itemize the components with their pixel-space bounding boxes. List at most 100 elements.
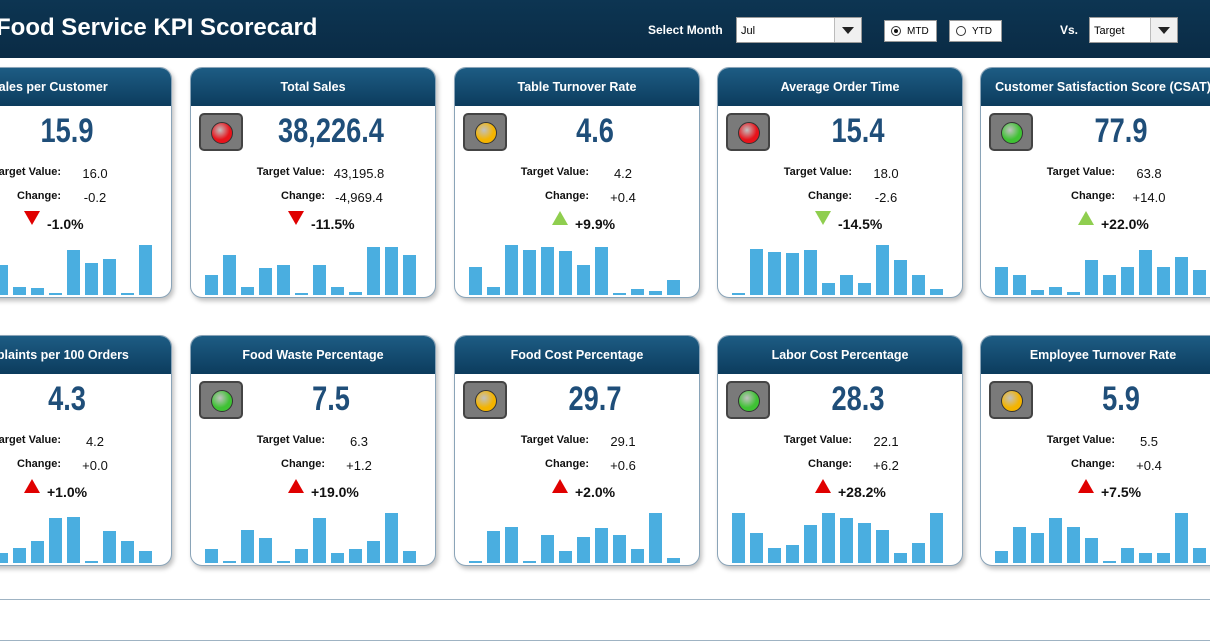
bar [541, 247, 554, 295]
bar [786, 545, 799, 563]
change-value: -2.6 [874, 190, 898, 205]
bar [732, 293, 745, 295]
bar [541, 535, 554, 563]
dropdown-button[interactable] [834, 18, 861, 42]
change-label: Change: [1071, 190, 1115, 202]
change-percent: -1.0% [47, 216, 84, 232]
bar [85, 263, 98, 295]
bar [403, 255, 416, 295]
kpi-card: Food Waste Percentage 7.5 Target Value: 6.3… [190, 335, 436, 566]
kpi-card: Table Turnover Rate 4.6 Target Value: 4.2 Ch… [454, 67, 700, 298]
trend-arrow [815, 211, 831, 225]
card-title: Employee Turnover Rate [981, 336, 1210, 374]
bar [1031, 533, 1044, 563]
target-label: Target Value: [256, 434, 325, 446]
change-label: Change: [17, 458, 61, 470]
kpi-value: 4.3 [48, 380, 86, 418]
trend-arrow [1078, 479, 1094, 493]
change-value: -0.2 [83, 190, 107, 205]
bar [595, 247, 608, 295]
bar [0, 553, 8, 563]
bar [349, 292, 362, 295]
bar [385, 513, 398, 563]
target-value: 16.0 [82, 166, 108, 181]
change-value: +0.4 [1136, 458, 1162, 473]
trend-arrow [552, 479, 568, 493]
bar [894, 260, 907, 295]
month-value: Jul [741, 25, 756, 37]
target-label: Target Value: [1046, 434, 1115, 446]
ytd-radio[interactable]: YTD [949, 20, 1002, 42]
bar [505, 527, 518, 563]
dropdown-button[interactable] [1150, 18, 1177, 42]
bar [103, 531, 116, 563]
trend-arrow [552, 211, 568, 225]
change-label: Change: [808, 458, 852, 470]
bar [1067, 292, 1080, 295]
kpi-card: Average Order Time 15.4 Target Value: 18.0 C… [717, 67, 963, 298]
bar [259, 268, 272, 295]
status-light-box [726, 113, 770, 151]
kpi-card: Food Cost Percentage 29.7 Target Value: 29.… [454, 335, 700, 566]
target-value: 4.2 [613, 166, 633, 181]
target-label: Target Value: [783, 434, 852, 446]
bar [313, 265, 326, 295]
card-title: Food Cost Percentage [455, 336, 699, 374]
change-percent: +1.0% [47, 484, 88, 500]
change-label: Change: [1071, 458, 1115, 470]
bar [667, 558, 680, 563]
status-light-box [463, 113, 507, 151]
trend-arrow [24, 211, 40, 225]
card-title: Average Order Time [718, 68, 962, 106]
bar [750, 249, 763, 295]
change-value: +0.0 [82, 458, 108, 473]
bar [31, 288, 44, 295]
bar [912, 543, 925, 563]
bar [403, 551, 416, 563]
bar [995, 267, 1008, 295]
change-value: +0.4 [610, 190, 636, 205]
kpi-card: Customer Satisfaction Score (CSAT) 77.9 Ta… [980, 67, 1210, 298]
bar [205, 549, 218, 563]
target-label: Target Value: [0, 166, 61, 178]
mtd-radio[interactable]: MTD [884, 20, 937, 42]
change-percent: +19.0% [311, 484, 359, 500]
target-label: Target Value: [520, 166, 589, 178]
target-value: 5.5 [1139, 434, 1159, 449]
target-value: 63.8 [1136, 166, 1162, 181]
bar [595, 528, 608, 563]
bar [1121, 548, 1134, 563]
card-title: Food Waste Percentage [191, 336, 435, 374]
month-dropdown[interactable]: Jul [736, 17, 862, 43]
status-light-box [199, 381, 243, 419]
status-light-box [199, 113, 243, 151]
bar [822, 513, 835, 563]
change-label: Change: [545, 190, 589, 202]
trend-arrow [24, 479, 40, 493]
divider [0, 599, 1210, 600]
vs-dropdown[interactable]: Target [1089, 17, 1178, 43]
status-light [211, 122, 233, 144]
bar [840, 275, 853, 295]
bar [241, 287, 254, 295]
bar [385, 247, 398, 295]
kpi-value: 15.4 [831, 112, 885, 150]
vs-value: Target [1094, 25, 1125, 37]
bar [577, 265, 590, 295]
status-light-box [989, 381, 1033, 419]
bar [49, 293, 62, 295]
bar [367, 541, 380, 563]
kpi-card: Labor Cost Percentage 28.3 Target Value: 22… [717, 335, 963, 566]
bar [223, 255, 236, 295]
target-label: Target Value: [256, 166, 325, 178]
bar [1013, 275, 1026, 295]
status-light-box [463, 381, 507, 419]
bar [559, 551, 572, 563]
target-value: 6.3 [349, 434, 369, 449]
bar [649, 513, 662, 563]
change-value: +1.2 [346, 458, 372, 473]
bar [649, 291, 662, 295]
bar [786, 253, 799, 295]
bar [804, 525, 817, 563]
bar [750, 533, 763, 563]
